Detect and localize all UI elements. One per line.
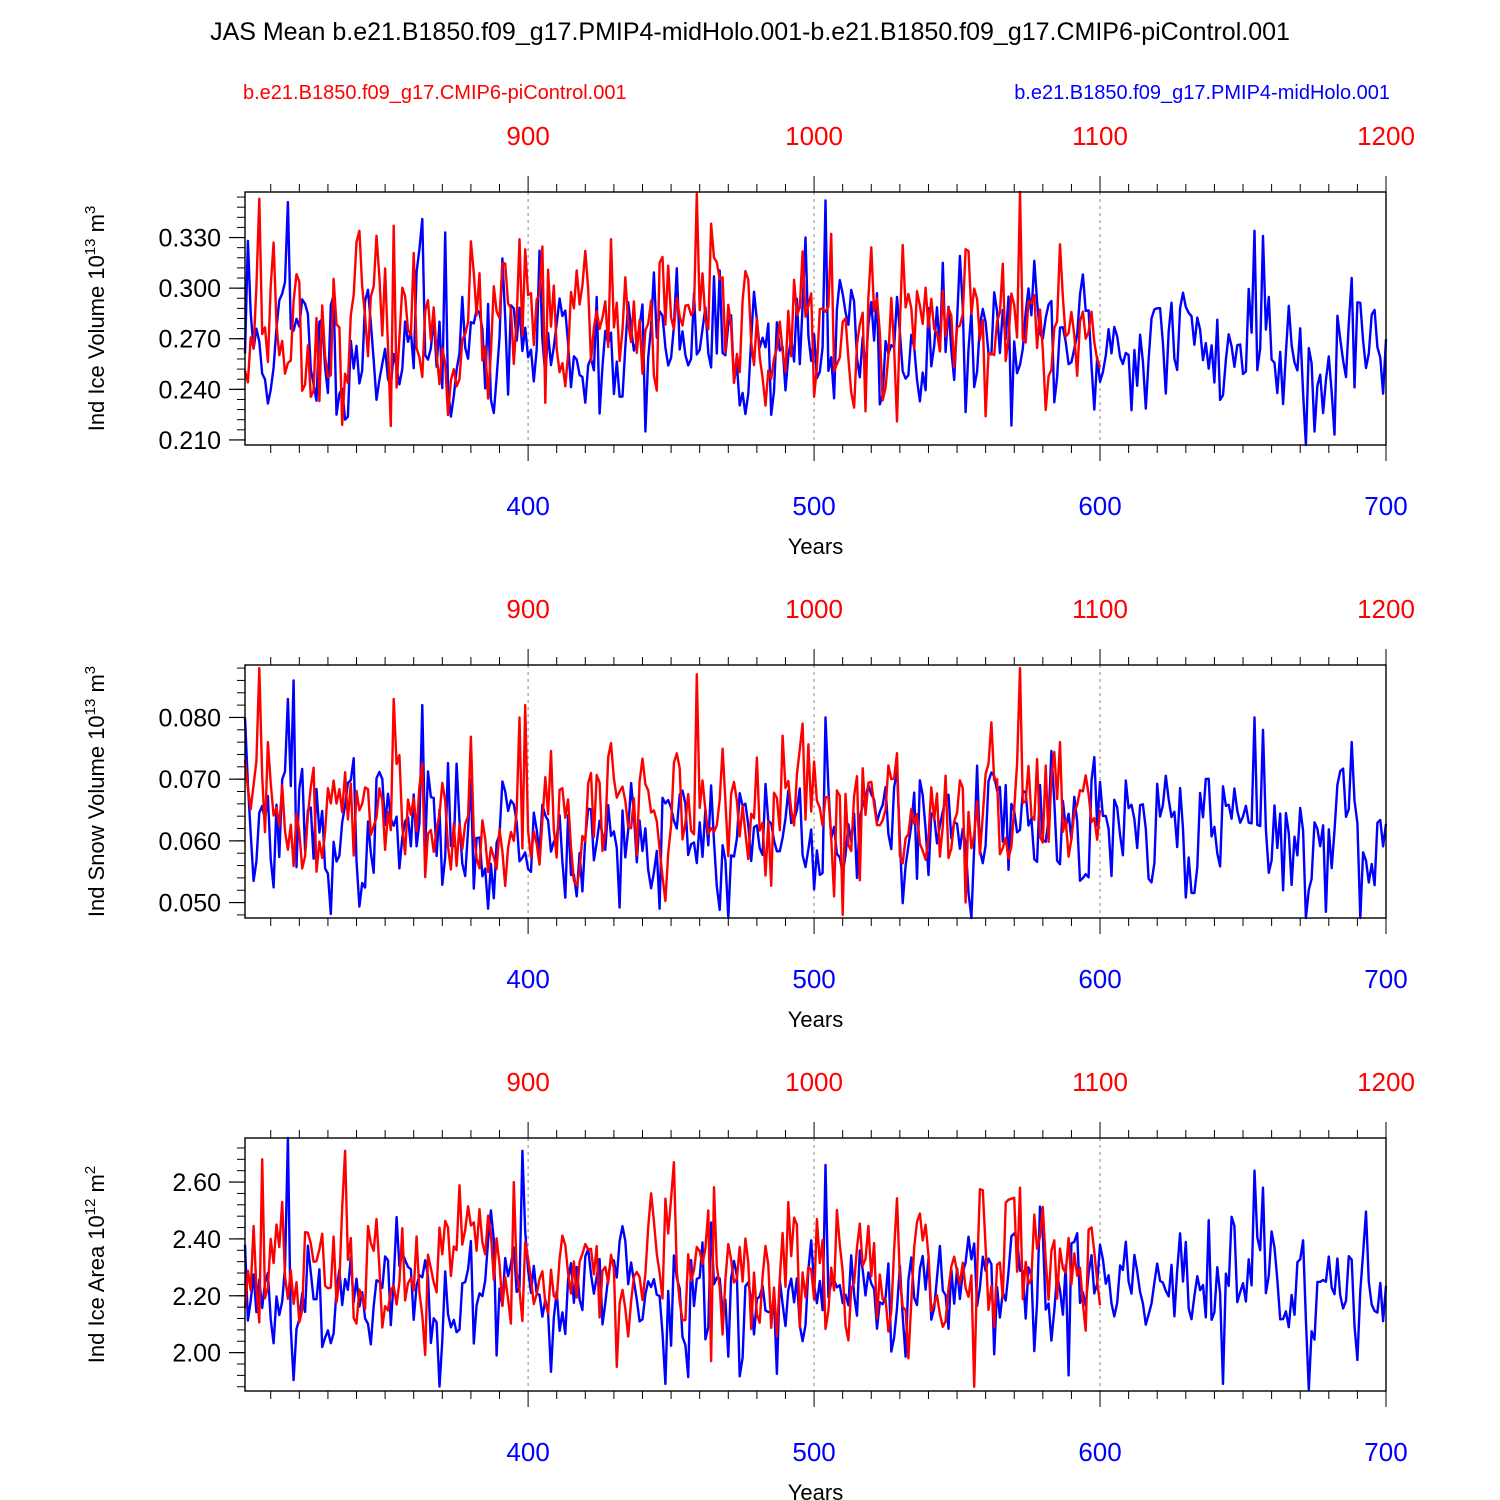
y-tick-label: 0.240 [158, 376, 221, 404]
chart-title: JAS Mean b.e21.B1850.f09_g17.PMIP4-midHo… [210, 18, 1290, 46]
x-bottom-tick-label: 700 [1364, 1437, 1407, 1467]
y-tick-label: 2.00 [172, 1340, 221, 1368]
y-axis-label: Ind Ice Area 1012 m2 [82, 1166, 109, 1363]
x-top-tick-label: 1000 [785, 121, 843, 151]
y-tick-label: 2.20 [172, 1283, 221, 1311]
y-axis-label-exponent: 12 [82, 1199, 99, 1216]
y-tick-label: 0.060 [158, 828, 221, 856]
y-tick-label: 0.050 [158, 890, 221, 918]
y-tick-label: 2.40 [172, 1226, 221, 1254]
x-top-tick-label: 1200 [1357, 121, 1415, 151]
x-top-tick-label: 1100 [1072, 121, 1128, 151]
x-bottom-tick-label: 500 [792, 491, 835, 521]
series-line-picontrol [243, 666, 1102, 917]
x-top-tick-label: 900 [506, 121, 549, 151]
series-line-midholo [243, 679, 1388, 920]
y-tick-label: 0.210 [158, 427, 221, 455]
y-axis-label-exponent: 3 [82, 206, 99, 214]
y-axis-label-exponent: 2 [82, 1166, 99, 1174]
y-axis-label-part: m [84, 674, 109, 698]
y-tick-label: 0.080 [158, 704, 221, 732]
legend-midholo: b.e21.B1850.f09_g17.PMIP4-midHolo.001 [1014, 82, 1390, 104]
y-axis-label: Ind Snow Volume 1013 m3 [82, 666, 109, 917]
y-axis-label-part: Ind Snow Volume 10 [84, 715, 109, 917]
x-bottom-tick-label: 700 [1364, 491, 1407, 521]
series-line-midholo [243, 1136, 1388, 1391]
y-axis-label-exponent: 3 [82, 666, 99, 674]
x-bottom-tick-label: 500 [792, 964, 835, 994]
x-bottom-tick-label: 500 [792, 1437, 835, 1467]
x-bottom-tick-label: 600 [1078, 491, 1121, 521]
y-tick-label: 0.070 [158, 766, 221, 794]
y-axis-label-part: Ind Ice Area 10 [84, 1215, 109, 1363]
x-top-tick-label: 1100 [1072, 1067, 1128, 1097]
y-axis-label-exponent: 13 [82, 699, 99, 716]
x-top-tick-label: 1000 [785, 594, 843, 624]
x-axis-label: Years [788, 534, 843, 559]
series-line-picontrol [243, 1149, 1102, 1388]
x-top-tick-label: 1000 [785, 1067, 843, 1097]
series-line-picontrol [243, 190, 1102, 428]
x-top-tick-label: 1100 [1072, 594, 1128, 624]
x-top-tick-label: 900 [506, 594, 549, 624]
plot-frame [244, 1137, 1387, 1392]
x-bottom-tick-label: 400 [506, 1437, 549, 1467]
legend-picontrol: b.e21.B1850.f09_g17.CMIP6-piControl.001 [243, 82, 627, 104]
x-top-tick-label: 900 [506, 1067, 549, 1097]
x-bottom-tick-label: 600 [1078, 964, 1121, 994]
x-axis-label: Years [788, 1007, 843, 1032]
y-axis-label: Ind Ice Volume 1013 m3 [82, 206, 109, 432]
x-top-tick-label: 1200 [1357, 594, 1415, 624]
y-tick-label: 0.300 [158, 275, 221, 303]
x-bottom-tick-label: 700 [1364, 964, 1407, 994]
x-top-tick-label: 1200 [1357, 1067, 1415, 1097]
y-tick-label: 0.330 [158, 225, 221, 253]
y-axis-label-part: m [84, 214, 109, 238]
x-bottom-tick-label: 600 [1078, 1437, 1121, 1467]
x-bottom-tick-label: 400 [506, 491, 549, 521]
x-bottom-tick-label: 400 [506, 964, 549, 994]
y-tick-label: 0.270 [158, 326, 221, 354]
y-axis-label-exponent: 13 [82, 238, 99, 255]
y-axis-label-part: m [84, 1174, 109, 1198]
y-tick-label: 2.60 [172, 1169, 221, 1197]
x-axis-label: Years [788, 1480, 843, 1500]
y-axis-label-part: Ind Ice Volume 10 [84, 255, 109, 431]
